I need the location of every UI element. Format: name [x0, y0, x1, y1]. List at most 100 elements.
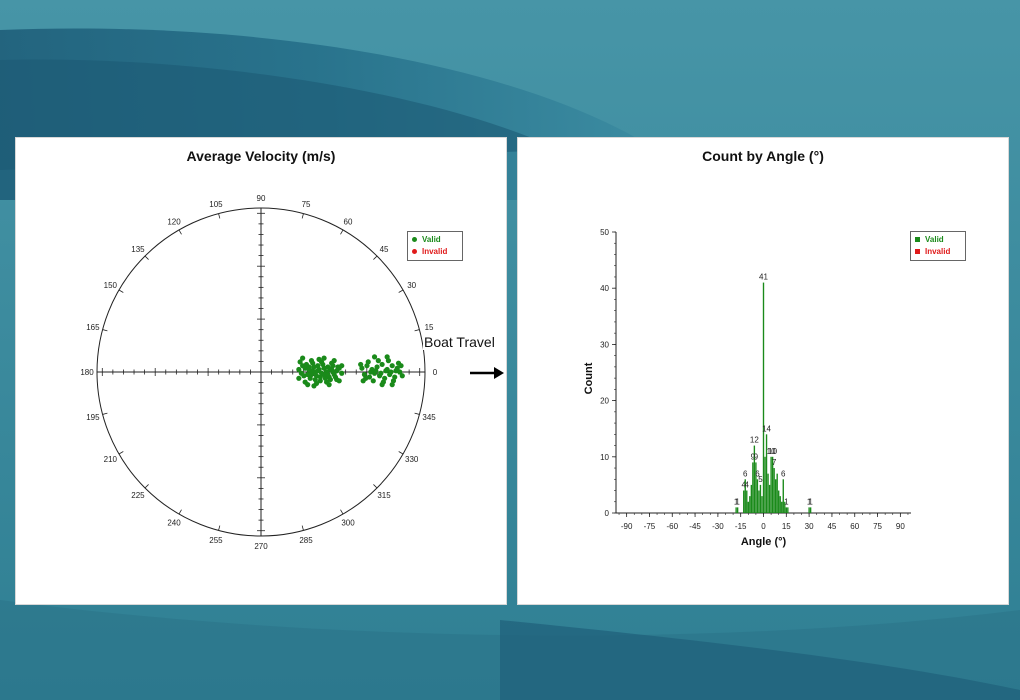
polar-point-valid [335, 364, 341, 370]
histogram-bar [773, 468, 775, 513]
polar-point-valid [389, 382, 395, 388]
legend-invalid-label: Invalid [422, 247, 448, 256]
polar-angle-tick [398, 451, 404, 455]
polar-angle-label: 75 [302, 200, 311, 209]
polar-angle-tick [373, 484, 378, 489]
polar-angle-tick [301, 525, 304, 531]
polar-point-valid [317, 374, 323, 380]
polar-point-valid [331, 358, 337, 364]
y-axis-label: Count [583, 362, 595, 394]
bar-data-label: 6 [781, 469, 786, 478]
polar-point-valid [373, 368, 379, 374]
polar-angle-label: 315 [377, 491, 391, 500]
polar-point-valid [306, 364, 312, 370]
polar-angle-tick [301, 213, 304, 219]
polar-point-valid [399, 373, 405, 379]
polar-point-valid [339, 370, 345, 376]
histogram-bar [755, 462, 757, 513]
polar-point-valid [365, 359, 371, 365]
polar-point-valid [360, 378, 366, 384]
y-tick-label: 50 [600, 228, 609, 237]
histogram-bar [771, 456, 774, 513]
bar-data-label: 1 [807, 497, 812, 506]
polar-angle-tick [102, 329, 108, 332]
polar-angle-label: 240 [167, 519, 181, 528]
histogram-bar [756, 479, 759, 513]
polar-point-valid [315, 363, 321, 369]
bar-data-label: 41 [759, 273, 768, 282]
bar-data-label: 7 [772, 458, 777, 467]
y-tick-label: 10 [600, 453, 609, 462]
polar-angle-tick [340, 509, 344, 515]
polar-point-valid [308, 358, 315, 364]
legend-valid-label: Valid [422, 235, 441, 244]
legend-invalid-marker [915, 249, 920, 254]
y-tick-label: 40 [600, 284, 609, 293]
bar-data-label: 10 [767, 447, 776, 456]
x-tick-label: -60 [666, 522, 678, 531]
x-tick-label: 90 [896, 522, 905, 531]
polar-point-valid [370, 378, 376, 384]
polar-angle-label: 195 [86, 413, 100, 422]
polar-point-valid [368, 369, 374, 375]
legend-valid: Valid [915, 234, 961, 246]
polar-angle-label: 0 [433, 368, 438, 377]
polar-angle-tick [414, 412, 420, 415]
polar-point-valid [308, 371, 315, 378]
polar-angle-tick [178, 229, 182, 235]
x-axis-label: Angle (°) [741, 536, 787, 548]
y-tick-label: 0 [605, 509, 610, 518]
polar-angle-label: 210 [104, 455, 118, 464]
histogram-bar [767, 473, 769, 513]
polar-angle-tick [102, 412, 108, 415]
histogram-bar [781, 501, 783, 513]
bar-data-label: 12 [750, 436, 759, 445]
polar-angle-label: 285 [299, 536, 313, 545]
polar-angle-tick [118, 451, 124, 455]
histogram-bar [762, 282, 765, 513]
histogram-bar [744, 479, 746, 513]
histogram-bar [764, 456, 766, 513]
histogram-bar [761, 496, 763, 513]
polar-point-valid [379, 382, 385, 388]
x-tick-label: -45 [689, 522, 701, 531]
polar-point-valid [375, 358, 381, 364]
histogram-bar [785, 507, 787, 513]
legend-invalid: Invalid [412, 246, 458, 258]
histogram-bar [778, 490, 780, 513]
polar-point-valid [388, 369, 394, 375]
polar-point-valid [327, 376, 333, 383]
polar-point-valid [321, 355, 327, 361]
x-tick-label: -90 [621, 522, 633, 531]
histogram-bar [735, 507, 737, 513]
polar-angle-tick [144, 484, 149, 489]
polar-point-valid [330, 369, 336, 375]
histogram-bar [784, 501, 786, 513]
polar-point-valid [393, 368, 399, 374]
histogram-bar [758, 490, 760, 513]
boat-travel-arrow-icon [470, 367, 504, 379]
x-tick-label: -75 [644, 522, 656, 531]
y-tick-label: 20 [600, 397, 609, 406]
histogram-bar [808, 507, 810, 513]
polar-angle-tick [398, 289, 404, 293]
polar-angle-label: 330 [405, 455, 419, 464]
histogram-legend: Valid Invalid [910, 231, 966, 261]
polar-point-valid [371, 354, 378, 360]
polar-point-valid [378, 370, 384, 376]
polar-angle-label: 90 [257, 194, 266, 203]
histogram-bar [770, 456, 772, 513]
polar-angle-label: 225 [131, 491, 145, 500]
histogram-bar [749, 496, 751, 513]
boat-travel-label: Boat Travel [423, 334, 496, 350]
histogram-bar [787, 507, 789, 513]
polar-angle-label: 45 [380, 245, 389, 254]
polar-angle-label: 165 [86, 323, 100, 332]
polar-point-valid [336, 378, 342, 384]
polar-point-valid [384, 354, 390, 360]
polar-angle-tick [178, 509, 182, 515]
bar-data-label: 9 [751, 452, 756, 461]
polar-angle-label: 345 [422, 413, 436, 422]
polar-angle-tick [340, 229, 344, 235]
